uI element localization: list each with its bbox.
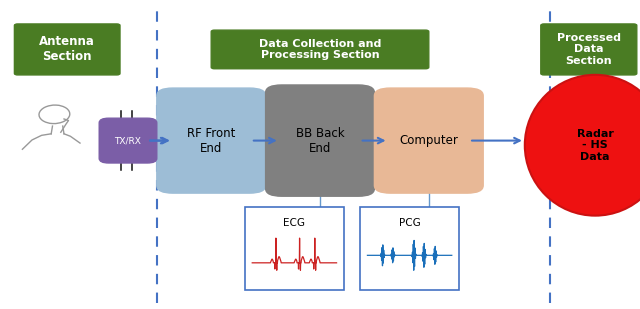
FancyBboxPatch shape	[157, 88, 266, 193]
Text: TX/RX: TX/RX	[115, 136, 141, 145]
FancyBboxPatch shape	[14, 24, 120, 75]
FancyBboxPatch shape	[360, 207, 460, 290]
FancyBboxPatch shape	[211, 30, 429, 69]
FancyBboxPatch shape	[245, 207, 344, 290]
FancyBboxPatch shape	[266, 85, 374, 196]
Text: Radar
- HS
Data: Radar - HS Data	[577, 129, 614, 162]
Text: ECG: ECG	[284, 218, 305, 228]
Text: BB Back
End: BB Back End	[296, 127, 344, 154]
FancyBboxPatch shape	[541, 24, 637, 75]
Ellipse shape	[525, 75, 640, 216]
FancyBboxPatch shape	[99, 118, 157, 163]
Text: Antenna
Section: Antenna Section	[39, 36, 95, 63]
Text: Computer: Computer	[399, 134, 458, 147]
Text: Processed
Data
Section: Processed Data Section	[557, 33, 621, 66]
Text: PCG: PCG	[399, 218, 420, 228]
Text: RF Front
End: RF Front End	[187, 127, 236, 154]
Text: Data Collection and
Processing Section: Data Collection and Processing Section	[259, 39, 381, 60]
FancyBboxPatch shape	[374, 88, 483, 193]
